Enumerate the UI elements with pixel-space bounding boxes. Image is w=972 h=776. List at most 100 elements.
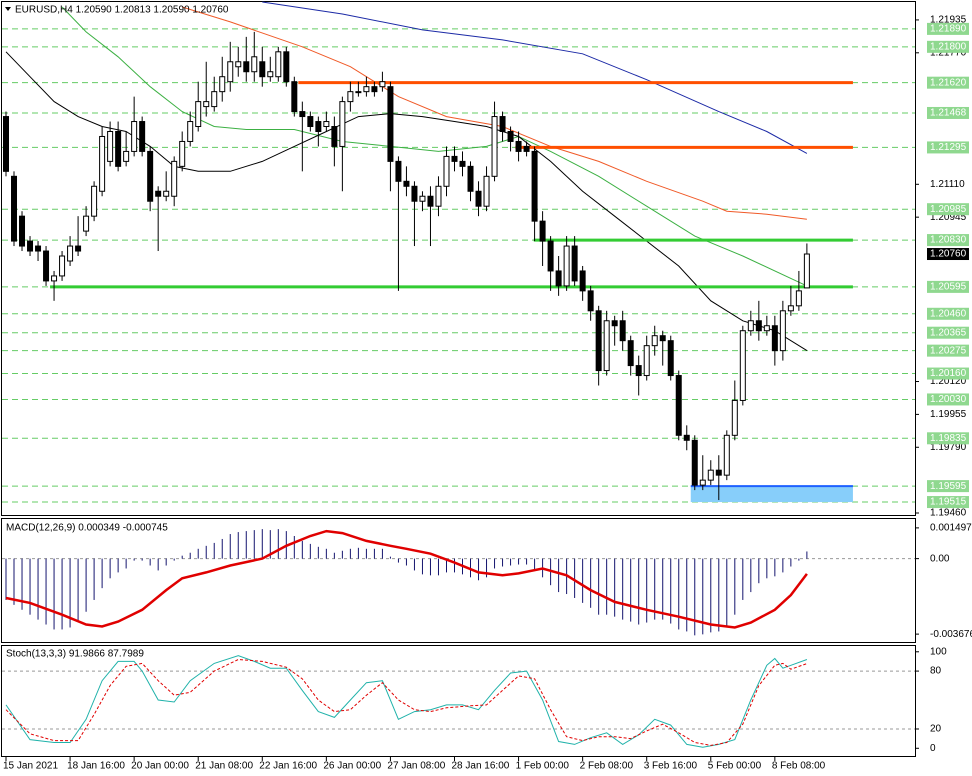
x-tick-label: 21 Jan 08:00 [195, 761, 253, 772]
candle-body [771, 325, 778, 352]
y-tick-label: 1.19460 [930, 508, 967, 519]
candle-body [651, 335, 658, 347]
candle-body [11, 175, 18, 242]
x-tick-label: 2 Feb 08:00 [580, 761, 634, 772]
level-label: 1.20275 [930, 345, 967, 356]
candle-body [227, 61, 234, 83]
level-label-box [927, 22, 969, 35]
level-label: 1.20030 [930, 394, 967, 405]
candle-body [371, 86, 378, 93]
candle-body [131, 121, 138, 152]
candle-body [723, 434, 730, 476]
candle-body [467, 165, 474, 192]
candle-body [51, 275, 58, 282]
candle-body [203, 101, 210, 108]
moving-average [5, 51, 808, 352]
x-tick-label: 15 Jan 2021 [3, 761, 58, 772]
candle-body [451, 155, 458, 162]
candle-body [787, 305, 794, 312]
candle-body [555, 270, 562, 287]
macd-title: MACD(12,26,9) 0.000349 -0.000745 [6, 523, 168, 534]
x-tick-label: 18 Jan 16:00 [67, 761, 125, 772]
candle-body [611, 320, 618, 327]
candle-body [643, 345, 650, 377]
candle-body [43, 250, 50, 282]
last-price-box [927, 248, 969, 261]
candle-body [403, 180, 410, 187]
level-label-box [927, 344, 969, 357]
candle-body [171, 160, 178, 197]
candle-body [779, 310, 786, 352]
candle-body [235, 61, 242, 68]
candle-body [259, 61, 266, 78]
level-label: 1.19515 [930, 497, 967, 508]
candle-body [659, 335, 666, 342]
level-label: 1.21295 [930, 142, 967, 153]
candle-body [139, 121, 146, 152]
x-tick-label: 26 Jan 00:00 [323, 761, 381, 772]
level-label-box [927, 432, 969, 445]
candle-body [443, 155, 450, 187]
level-label-box [927, 76, 969, 89]
last-price-label: 1.20760 [930, 249, 967, 260]
candle-body [347, 91, 354, 103]
y-tick-label: -0.003676 [930, 629, 972, 640]
candle-body [739, 330, 746, 401]
candle-body [83, 215, 90, 232]
candle-body [275, 51, 282, 78]
zone [690, 486, 853, 503]
candle-body [187, 121, 194, 142]
candle-body [755, 320, 762, 332]
candle-body [619, 320, 626, 342]
candle-body [147, 150, 154, 202]
y-tick-label: 1.21770 [930, 47, 967, 58]
level-label: 1.21468 [930, 108, 967, 119]
candle-body [291, 81, 298, 113]
level-label: 1.20985 [930, 204, 967, 215]
candle-body [123, 150, 130, 162]
level-label: 1.20365 [930, 327, 967, 338]
y-tick-label: 1.19790 [930, 442, 967, 453]
candle-body [483, 175, 490, 207]
moving-average [262, 1, 808, 154]
candle-body [603, 320, 610, 372]
candle-body [75, 245, 82, 252]
candle-body [763, 325, 770, 332]
candle-body [179, 140, 186, 167]
y-tick-label: 1.20945 [930, 212, 967, 223]
candle-body [331, 126, 338, 147]
level-label: 1.20460 [930, 308, 967, 319]
level-label-box [927, 40, 969, 53]
price-panel-frame [1, 1, 916, 516]
candle-body [635, 365, 642, 377]
level-label-box [927, 496, 969, 509]
stoch-title: Stoch(13,3,3) 91.9866 87.7989 [6, 649, 144, 660]
level-label: 1.21620 [930, 77, 967, 88]
level-label: 1.21890 [930, 24, 967, 35]
stoch-panel-frame [1, 645, 916, 757]
candle-body [747, 320, 754, 332]
candle-body [339, 101, 346, 147]
x-tick-label: 22 Jan 16:00 [259, 761, 317, 772]
candle-body [707, 469, 714, 481]
y-tick-label: 0 [930, 743, 936, 754]
candle-body [99, 135, 106, 192]
x-tick-label: 1 Feb 00:00 [516, 761, 570, 772]
candle-body [795, 290, 802, 307]
price-title: EURUSD,H4 1.20590 1.20813 1.20590 1.2076… [15, 5, 229, 16]
candle-body [155, 190, 162, 197]
level-label-box [927, 234, 969, 247]
y-tick-label: 1.21110 [930, 179, 965, 190]
candle-body [547, 240, 554, 272]
moving-average [182, 6, 807, 220]
candle-body [299, 111, 306, 118]
level-label-box [927, 280, 969, 293]
candle-body [251, 56, 258, 73]
title-arrow [5, 7, 11, 11]
level-label-box [927, 367, 969, 380]
candle-body [515, 140, 522, 152]
x-tick-label: 20 Jan 00:00 [131, 761, 189, 772]
